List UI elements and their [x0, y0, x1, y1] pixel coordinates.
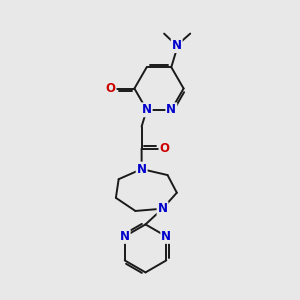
Text: N: N: [142, 103, 152, 116]
Text: N: N: [120, 230, 130, 243]
Text: N: N: [137, 163, 147, 176]
Text: O: O: [160, 142, 170, 155]
Text: N: N: [172, 39, 182, 52]
Text: N: N: [166, 103, 176, 116]
Text: O: O: [105, 82, 116, 95]
Text: N: N: [161, 230, 171, 243]
Text: N: N: [158, 202, 167, 215]
